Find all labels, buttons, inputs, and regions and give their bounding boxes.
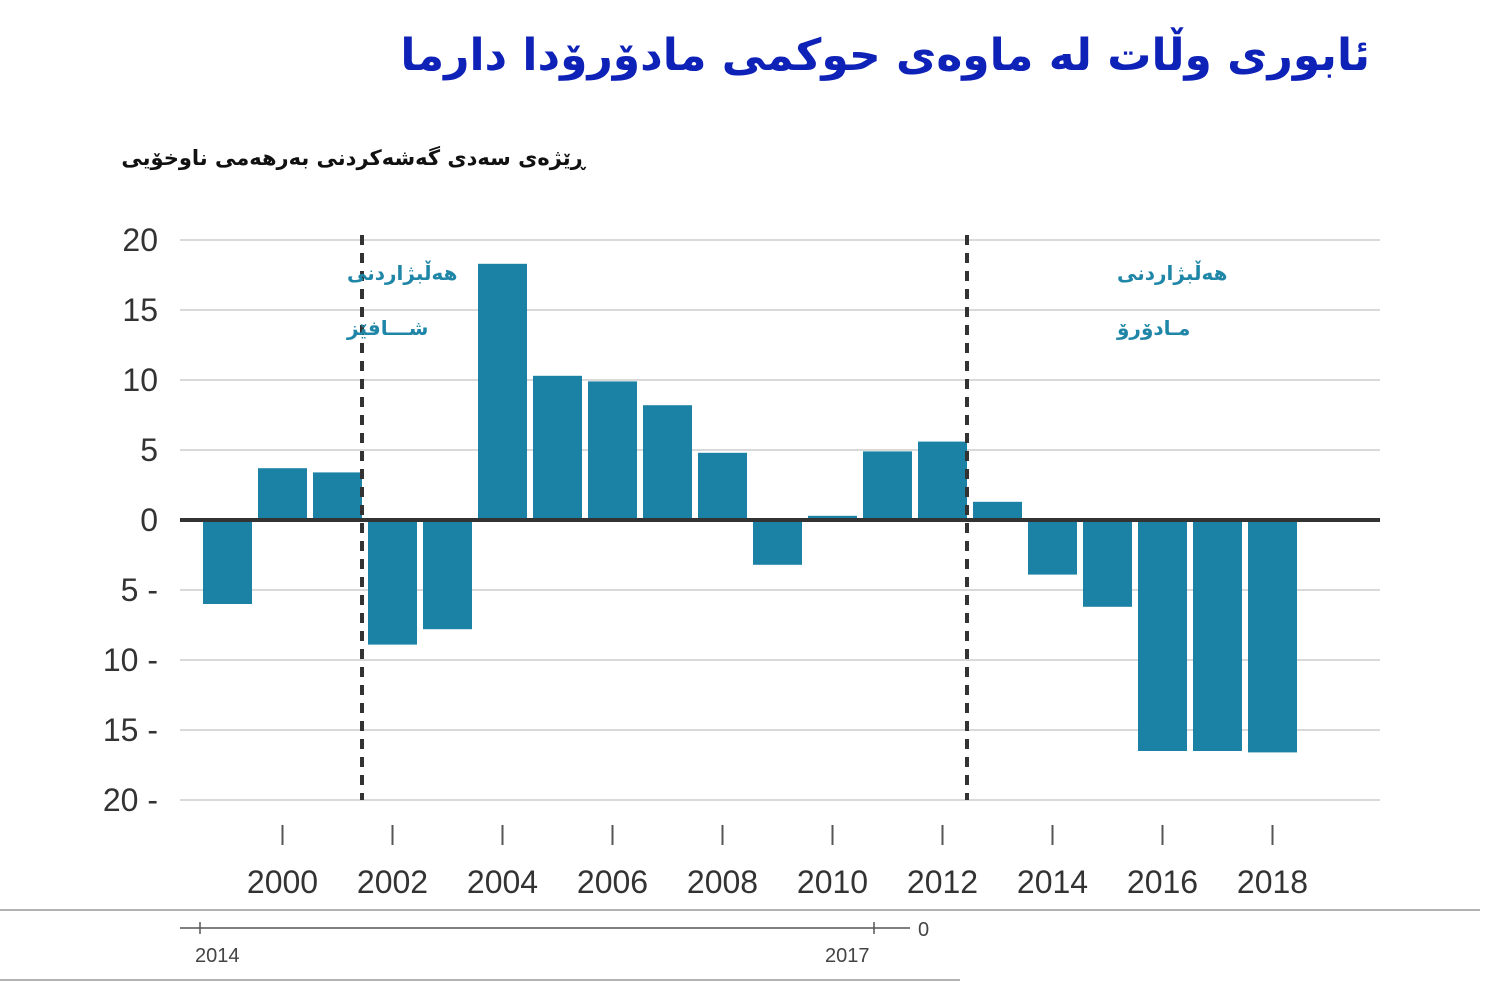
bar-2006 [588,381,637,520]
x-tick-label: 2000 [247,864,318,900]
bar-2015 [1083,520,1132,607]
chavez-election-label: شـــافێز [346,316,428,340]
bar-2013 [973,501,1022,520]
bar-2007 [643,405,692,520]
y-tick-label: 5 - [121,572,158,608]
x-tick-label: 2008 [687,864,758,900]
bar-2004 [478,263,527,520]
chart-title: ئابوری وڵات لە ماوەی حوکمی مادۆرۆدا دارم… [400,30,1370,81]
bar-2009 [753,520,802,565]
y-tick-label: 0 [140,502,158,538]
x-tick-label: 2002 [357,864,428,900]
footer-tick-label: 2014 [195,945,240,967]
bar-2014 [1028,520,1077,575]
chavez-election-label: هەڵبژاردنی [347,260,458,285]
bar-2017 [1193,520,1242,751]
bar-2011 [863,451,912,520]
y-tick-label: 20 - [103,782,158,818]
bar-2003 [423,520,472,630]
bar-1999 [203,520,252,604]
footer-edge-label: 0 [918,919,929,941]
x-tick-label: 2018 [1237,864,1308,900]
y-tick-label: 15 - [103,712,158,748]
y-tick-label: 15 [122,292,158,328]
x-tick-label: 2012 [907,864,978,900]
maduro-election-label: هەڵبژاردنی [1117,260,1228,285]
x-tick-label: 2016 [1127,864,1198,900]
x-tick-label: 2010 [797,864,868,900]
bar-2005 [533,375,582,520]
bar-2001 [313,472,362,520]
chart-subtitle: ڕێژەی سەدی گەشەکردنی بەرهەمی ناوخۆیی [121,146,585,170]
maduro-election-label: مـادۆرۆ [1116,316,1190,340]
y-tick-label: 10 - [103,642,158,678]
bar-2002 [368,520,417,645]
y-tick-label: 20 [122,222,158,258]
bar-2016 [1138,520,1187,751]
bar-2000 [258,468,307,520]
bar-2008 [698,452,747,520]
y-tick-label: 10 [122,362,158,398]
footer-tick-label: 2017 [825,945,870,967]
bar-2012 [918,441,967,520]
y-tick-label: 5 [140,432,158,468]
bar-2010 [808,515,857,520]
bar-2018 [1248,520,1297,753]
x-tick-label: 2004 [467,864,538,900]
x-tick-label: 2014 [1017,864,1088,900]
x-tick-label: 2006 [577,864,648,900]
